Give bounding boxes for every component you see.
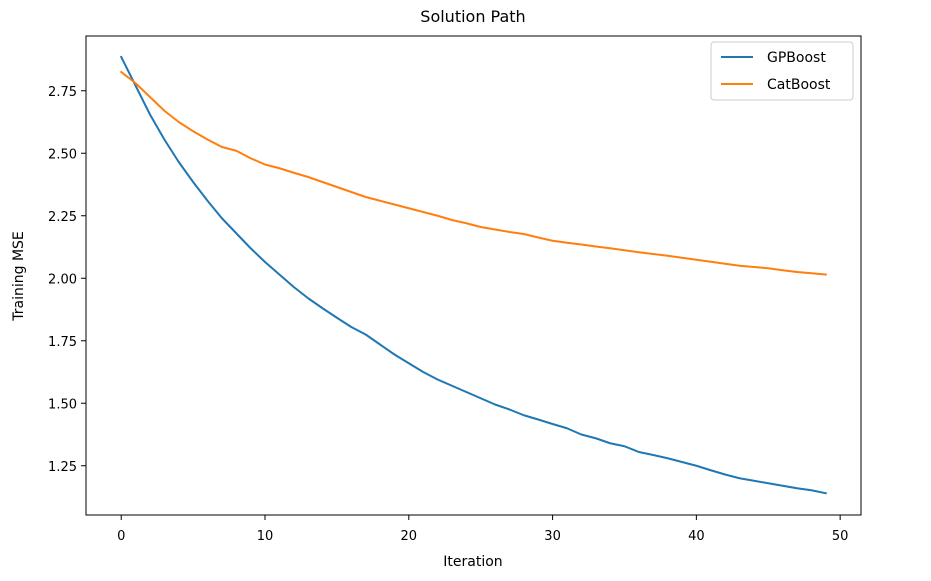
y-axis-label: Training MSE bbox=[11, 231, 27, 322]
y-tick-label: 2.25 bbox=[48, 210, 77, 225]
x-tick-label: 40 bbox=[688, 529, 705, 544]
series-line-gpboost bbox=[119, 55, 827, 495]
y-axis: 1.25 1.50 1.75 2.00 2.25 2.50 2.75 bbox=[48, 85, 86, 475]
chart-title: Solution Path bbox=[420, 7, 525, 26]
x-tick-label: 0 bbox=[117, 529, 125, 544]
legend-label-gpboost: GPBoost bbox=[767, 50, 826, 66]
x-tick-label: 10 bbox=[257, 529, 274, 544]
x-tick-label: 30 bbox=[544, 529, 561, 544]
x-tick-label: 20 bbox=[401, 529, 418, 544]
y-tick-label: 1.75 bbox=[48, 335, 77, 350]
legend: GPBoost CatBoost bbox=[710, 41, 854, 101]
y-tick-label: 2.00 bbox=[48, 272, 77, 287]
plot-area bbox=[85, 35, 862, 516]
legend-label-catboost: CatBoost bbox=[767, 77, 831, 93]
series-layer bbox=[119, 55, 827, 495]
y-tick-label: 1.25 bbox=[48, 460, 77, 475]
y-tick-label: 2.75 bbox=[48, 85, 77, 100]
x-axis-label: Iteration bbox=[443, 554, 502, 570]
x-axis: 0 10 20 30 40 50 bbox=[117, 515, 848, 544]
y-tick-label: 1.50 bbox=[48, 397, 77, 412]
y-tick-label: 2.50 bbox=[48, 147, 77, 162]
series-line-catboost bbox=[119, 70, 827, 276]
x-tick-label: 50 bbox=[832, 529, 849, 544]
